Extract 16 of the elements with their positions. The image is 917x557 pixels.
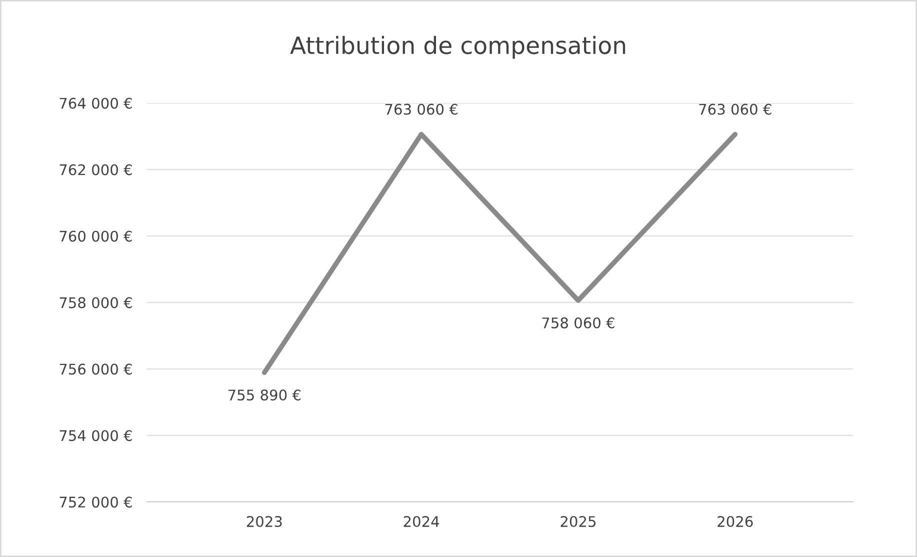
x-tick-label: 2025 <box>560 516 596 528</box>
data-label: 763 060 € <box>385 104 458 115</box>
y-tick-label: 762 000 € <box>60 164 132 176</box>
data-label: 763 060 € <box>699 104 772 115</box>
data-label: 758 060 € <box>542 317 614 328</box>
data-label: 755 890 € <box>228 390 301 401</box>
x-tick-label: 2026 <box>718 516 753 528</box>
x-tick-label: 2023 <box>246 516 282 528</box>
y-tick-label: 754 000 € <box>60 430 132 442</box>
x-tick-label: 2024 <box>404 516 440 528</box>
y-tick-label: 756 000 € <box>60 364 132 375</box>
y-tick-label: 764 000 € <box>60 98 132 109</box>
y-tick-label: 760 000 € <box>60 230 132 242</box>
y-tick-label: 752 000 € <box>60 496 132 508</box>
y-tick-label: 758 000 € <box>60 297 132 308</box>
chart-title: Attribution de compensation <box>290 36 626 59</box>
